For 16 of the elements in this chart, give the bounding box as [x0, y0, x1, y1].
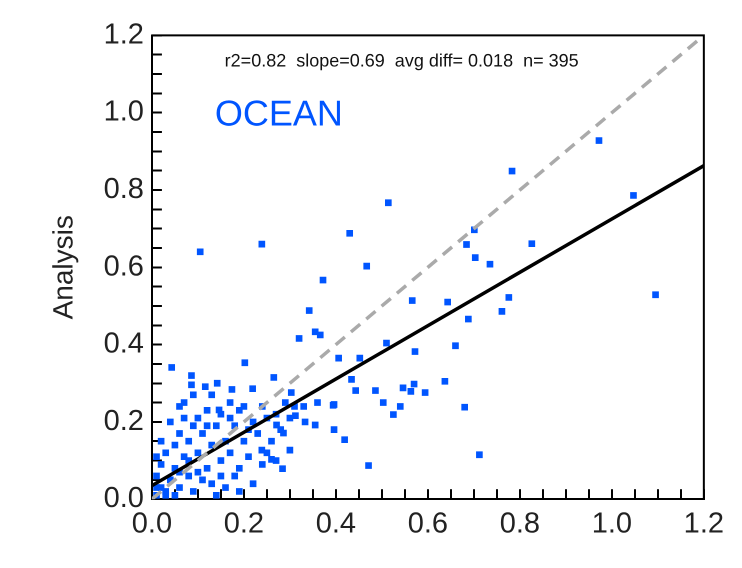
- annotation: r2=0.82 slope=0.69 avg diff= 0.018 n= 395: [224, 50, 579, 70]
- x-tick-label: 0.2: [224, 508, 264, 540]
- annotation: OCEAN: [214, 92, 343, 134]
- x-tick-label: 0.6: [408, 508, 448, 540]
- y-tick-label: 0.4: [104, 328, 144, 360]
- y-tick-label: 0.2: [104, 404, 144, 437]
- y-tick-label: 0.6: [104, 250, 144, 282]
- x-tick-label: 0.4: [316, 508, 356, 540]
- x-tick-label: 0.8: [500, 508, 540, 540]
- x-tick-label: 1.2: [684, 508, 724, 540]
- y-tick-label: 1.0: [104, 96, 144, 128]
- y-tick-label: 1.2: [104, 18, 144, 50]
- y-tick-label: 0.8: [104, 173, 144, 205]
- x-tick-label: 1.0: [592, 508, 632, 540]
- x-tick-label: 0.0: [132, 508, 172, 540]
- y-axis-title: Analysis: [48, 215, 79, 320]
